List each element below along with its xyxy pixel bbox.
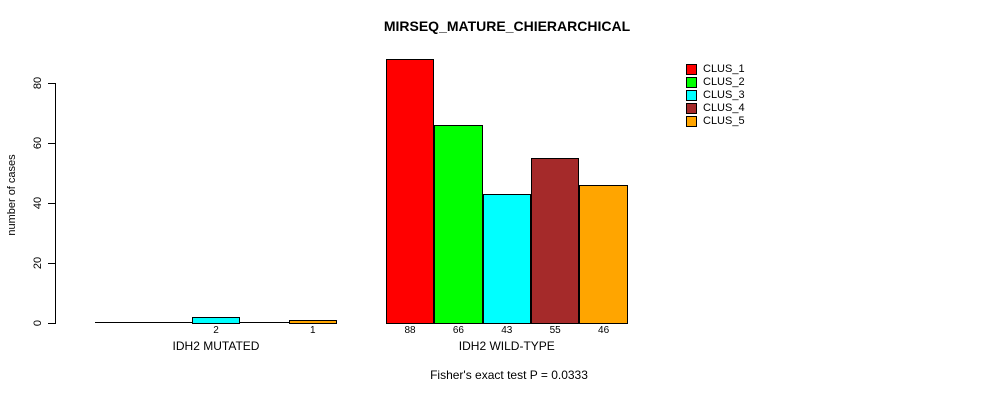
y-tick-label: 80 [32,76,44,90]
y-axis-line [55,83,56,324]
bar-CLUS_1-zero [95,322,144,323]
bar-CLUS_2 [434,125,483,324]
bar-value-label: 43 [501,325,513,336]
legend-label: CLUS_3 [703,89,745,101]
chart-title: MIRSEQ_MATURE_CHIERARCHICAL [383,18,631,34]
group-label: IDH2 WILD-TYPE [458,339,555,353]
y-tick-label: 0 [32,319,44,327]
y-tick [48,203,55,204]
legend-swatch-CLUS_1 [686,64,697,75]
y-tick-label: 60 [32,136,44,150]
bar-CLUS_2-zero [143,322,192,323]
bar-CLUS_3 [191,317,241,324]
y-tick [48,263,55,264]
legend-label: CLUS_5 [703,115,745,127]
annotation-text: Fisher's exact test P = 0.0333 [430,368,588,382]
bar-CLUS_4 [531,158,580,324]
bar-value-label: 46 [598,325,610,336]
bar-value-label: 55 [549,325,561,336]
bar-CLUS_5 [579,185,628,324]
y-tick-label: 20 [32,256,44,270]
y-tick [48,143,55,144]
bar-value-label: 1 [310,325,316,336]
legend-swatch-CLUS_5 [686,116,697,127]
legend-swatch-CLUS_4 [686,103,697,114]
bar-CLUS_1 [385,59,435,324]
bar-value-label: 66 [452,325,464,336]
legend-label: CLUS_2 [703,76,745,88]
y-tick-label: 40 [32,196,44,210]
legend-swatch-CLUS_2 [686,77,697,88]
bar-value-label: 2 [213,325,219,336]
legend-label: CLUS_4 [703,102,745,114]
bar-value-label: 88 [404,325,416,336]
y-axis-label: number of cases [6,154,18,236]
y-tick [48,83,55,84]
bar-CLUS_3 [482,194,531,324]
y-tick [48,323,55,324]
group-label: IDH2 MUTATED [172,339,260,353]
legend-swatch-CLUS_3 [686,90,697,101]
bar-CLUS_4-zero [240,322,289,323]
legend-label: CLUS_1 [703,63,745,75]
bar-CLUS_5 [288,320,337,324]
